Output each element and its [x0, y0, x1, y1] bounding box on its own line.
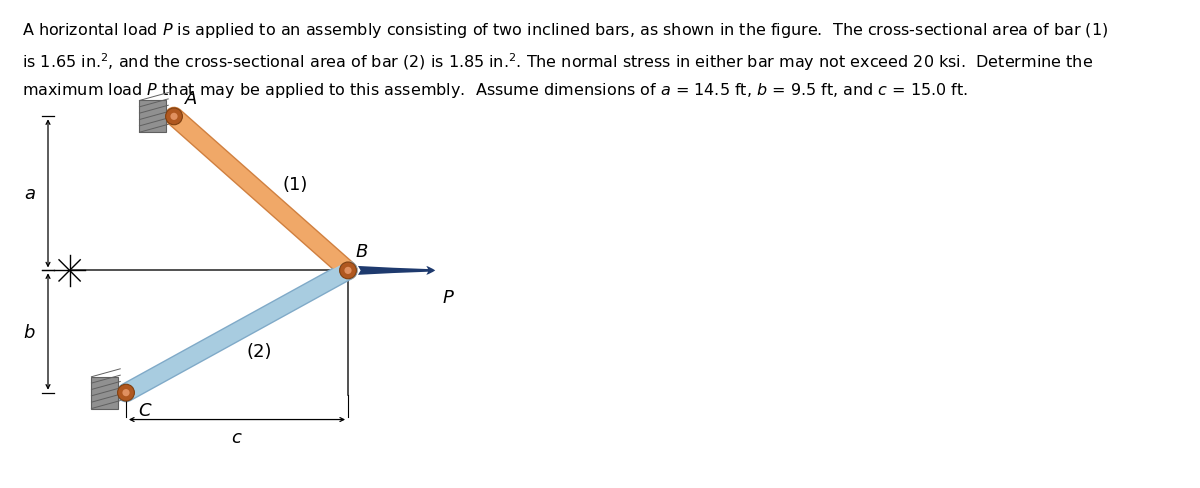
Text: $A$: $A$: [184, 89, 198, 107]
Text: $B$: $B$: [355, 242, 368, 260]
Text: maximum load $P$ that may be applied to this assembly.  Assume dimensions of $a$: maximum load $P$ that may be applied to …: [22, 81, 968, 100]
Text: $c$: $c$: [232, 428, 242, 447]
Text: (1): (1): [283, 175, 308, 193]
Ellipse shape: [340, 263, 356, 279]
Text: $C$: $C$: [138, 402, 152, 420]
Text: is 1.65 in.$^{2}$, and the cross-sectional area of bar (2) is 1.85 in.$^{2}$. Th: is 1.65 in.$^{2}$, and the cross-section…: [22, 51, 1093, 72]
Text: (2): (2): [247, 343, 272, 360]
Text: $a$: $a$: [24, 185, 36, 203]
FancyBboxPatch shape: [91, 377, 119, 409]
Ellipse shape: [166, 109, 182, 125]
Text: A horizontal load $P$ is applied to an assembly consisting of two inclined bars,: A horizontal load $P$ is applied to an a…: [22, 20, 1108, 40]
Ellipse shape: [344, 267, 352, 274]
Ellipse shape: [170, 114, 178, 121]
Text: $P$: $P$: [442, 288, 455, 306]
Ellipse shape: [118, 385, 134, 401]
Text: $b$: $b$: [24, 323, 36, 341]
Ellipse shape: [122, 389, 130, 396]
FancyBboxPatch shape: [139, 102, 167, 133]
